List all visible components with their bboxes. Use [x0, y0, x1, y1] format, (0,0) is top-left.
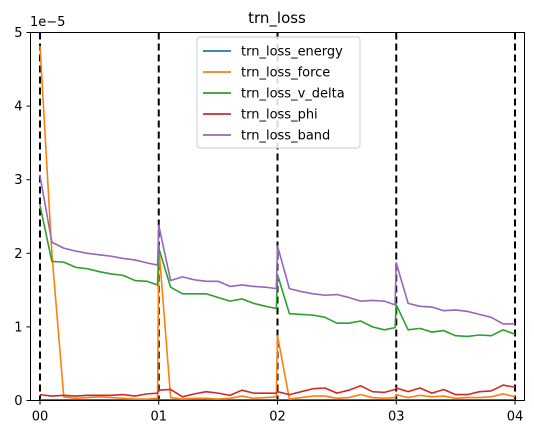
- series-line-trn_loss_force: [39, 45, 516, 400]
- series-line-trn_loss_v_delta: [39, 205, 516, 338]
- y-scale-label: 1e−5: [30, 15, 65, 30]
- x-tick-label-0: 00: [32, 410, 49, 425]
- series-line-trn_loss_phi: [39, 384, 516, 398]
- y-tick-label-3: 3: [14, 173, 22, 188]
- legend-label-trn_loss_energy: trn_loss_energy: [241, 45, 343, 60]
- y-tick-label-5: 5: [14, 26, 22, 41]
- y-tick-label-0: 0: [14, 394, 22, 409]
- x-tick-label-4: 04: [507, 410, 524, 425]
- chart-title: trn_loss: [248, 9, 306, 28]
- x-tick-label-2: 02: [269, 410, 286, 425]
- legend: trn_loss_energy trn_loss_force trn_loss_v_…: [196, 36, 361, 149]
- y-tick-label-1: 1: [14, 320, 22, 335]
- legend-label-trn_loss_v_delta: trn_loss_v_delta: [241, 87, 345, 102]
- legend-label-trn_loss_phi: trn_loss_phi: [241, 108, 318, 123]
- legend-label-trn_loss_band: trn_loss_band: [241, 129, 330, 144]
- legend-label-trn_loss_force: trn_loss_force: [241, 66, 330, 81]
- y-tick-label-2: 2: [14, 247, 22, 262]
- x-tick-label-3: 03: [388, 410, 405, 425]
- x-tick-label-1: 01: [150, 410, 167, 425]
- series-line-trn_loss_band: [39, 175, 515, 325]
- legend-box: [196, 36, 361, 149]
- y-tick-label-4: 4: [14, 100, 22, 115]
